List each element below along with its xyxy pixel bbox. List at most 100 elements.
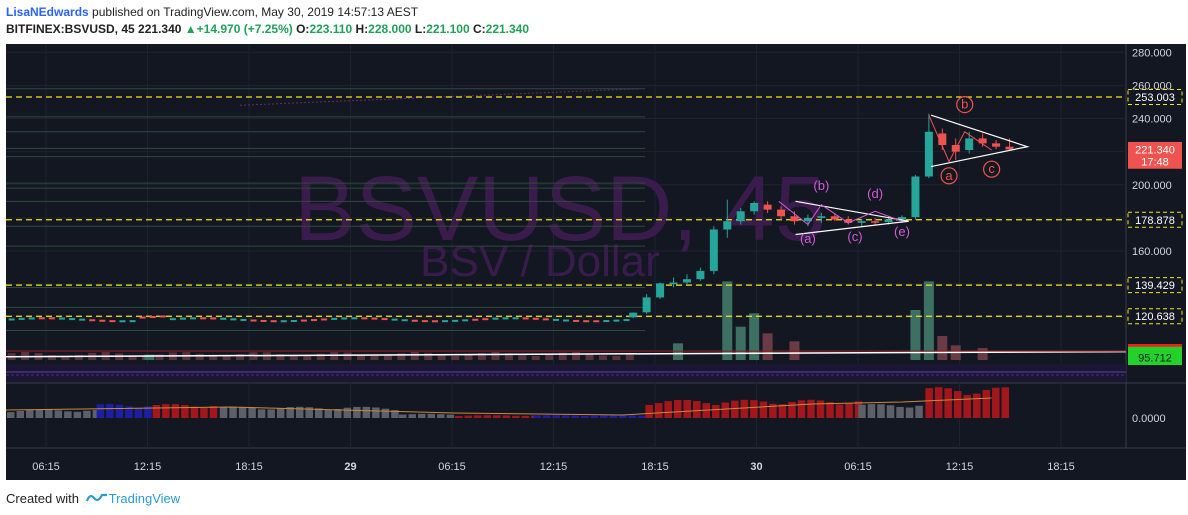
histogram-bar bbox=[493, 415, 501, 418]
histogram-bar bbox=[83, 410, 91, 418]
histogram-bar bbox=[512, 415, 520, 418]
histogram-bar bbox=[619, 415, 627, 418]
histogram-bar bbox=[731, 400, 739, 418]
price-badge-label: 120.638 bbox=[1135, 311, 1175, 323]
volume-bar bbox=[209, 355, 218, 360]
histogram-bar bbox=[181, 404, 189, 418]
time-tick-label: 29 bbox=[344, 461, 356, 473]
time-tick-label: 18:15 bbox=[641, 461, 669, 473]
histogram-bar bbox=[963, 395, 971, 418]
volume-bar bbox=[128, 355, 137, 360]
histogram-bar bbox=[134, 408, 143, 418]
histogram-bar bbox=[464, 415, 473, 418]
wave-label: c bbox=[988, 161, 995, 176]
candle bbox=[290, 320, 297, 323]
volume-bar bbox=[937, 336, 948, 360]
price-badge-label: 178.878 bbox=[1135, 215, 1175, 227]
candle bbox=[8, 318, 15, 321]
candle bbox=[331, 317, 338, 320]
chart-area[interactable]: 06:15 12:15 18:15 29 06:15 12:15 18:15 30 06:15 1… bbox=[0, 40, 1188, 480]
volume-bar bbox=[236, 354, 245, 360]
wave-label: (b) bbox=[813, 178, 829, 193]
price-badge bbox=[1127, 211, 1183, 228]
price-tick-label: 200.000 bbox=[1132, 180, 1172, 192]
price-change: +14.970 (+7.25%) bbox=[196, 22, 293, 36]
candle bbox=[613, 319, 620, 322]
candle bbox=[391, 318, 398, 321]
histogram-bar bbox=[372, 407, 380, 418]
wave-label: b bbox=[961, 97, 968, 112]
volume-bar bbox=[749, 313, 760, 360]
histogram-bar bbox=[693, 401, 701, 418]
watermark-main: BSVUSD, 45 bbox=[294, 158, 826, 260]
candle bbox=[777, 209, 786, 217]
histogram-bar bbox=[886, 405, 895, 418]
wave-label: (a) bbox=[800, 231, 816, 246]
histogram-bar bbox=[190, 406, 199, 418]
indicator-zero-label: 0.0000 bbox=[1132, 413, 1166, 425]
wave-label-circle bbox=[956, 95, 974, 114]
volume-bar bbox=[397, 353, 406, 360]
histogram-bar bbox=[953, 391, 962, 418]
candle bbox=[1005, 146, 1014, 150]
volume-bar bbox=[343, 352, 352, 360]
histogram-bar bbox=[788, 401, 796, 418]
triangle-pattern bbox=[930, 114, 1030, 168]
volume-bar bbox=[612, 355, 621, 360]
created-with: Created with TradingView bbox=[6, 491, 180, 506]
volume-bar bbox=[572, 352, 581, 360]
candle bbox=[351, 317, 358, 320]
histogram-bar bbox=[96, 404, 105, 418]
histogram-bar bbox=[381, 408, 390, 418]
histogram-bar bbox=[858, 404, 866, 418]
histogram-bar bbox=[248, 407, 256, 418]
low-value: 221.100 bbox=[426, 22, 470, 36]
histogram-bar bbox=[408, 414, 417, 418]
histogram-bar bbox=[533, 415, 541, 418]
candle bbox=[573, 319, 580, 322]
histogram-bar bbox=[144, 406, 152, 418]
candle bbox=[696, 270, 705, 280]
histogram-bar bbox=[446, 414, 455, 418]
price-chart[interactable]: 06:15 12:15 18:15 29 06:15 12:15 18:15 30 06:15 1… bbox=[0, 40, 1188, 480]
candle bbox=[69, 318, 76, 321]
candle bbox=[898, 217, 906, 220]
histogram-bar bbox=[778, 404, 787, 418]
price-tick-label: 160.000 bbox=[1132, 246, 1172, 258]
histogram-bar bbox=[664, 401, 672, 418]
candle bbox=[978, 138, 987, 144]
histogram-bar bbox=[905, 407, 914, 418]
histogram-bar bbox=[315, 408, 323, 418]
tradingview-brand[interactable]: TradingView bbox=[108, 491, 181, 506]
histogram-bar bbox=[628, 415, 637, 418]
price-badge-label: 17:48 bbox=[1141, 156, 1169, 168]
volume-bar bbox=[61, 355, 70, 360]
histogram-bar bbox=[16, 410, 25, 418]
histogram-bar bbox=[286, 407, 294, 418]
candle bbox=[361, 317, 368, 320]
author-name[interactable]: LisaNEdwards bbox=[6, 5, 89, 19]
histogram-bar bbox=[1001, 387, 1010, 418]
histogram-bar bbox=[845, 403, 853, 418]
candle bbox=[884, 219, 893, 223]
wave-path bbox=[928, 115, 992, 163]
price-badge bbox=[1128, 141, 1182, 157]
histogram-bar bbox=[92, 409, 101, 418]
candle bbox=[28, 317, 35, 320]
time-tick-label: 12:15 bbox=[540, 461, 568, 473]
histogram-bar bbox=[835, 404, 844, 418]
candle bbox=[542, 318, 549, 321]
histogram-bar bbox=[925, 388, 933, 418]
volume-bar bbox=[673, 343, 683, 360]
histogram-bar bbox=[343, 407, 352, 418]
histogram-bar bbox=[229, 406, 237, 418]
histogram-bar bbox=[427, 413, 436, 418]
histogram-bar bbox=[238, 407, 247, 418]
histogram-bar bbox=[106, 404, 114, 418]
histogram-bar bbox=[992, 387, 1000, 418]
histogram-bar bbox=[295, 406, 304, 418]
last-price: 221.340 bbox=[138, 22, 182, 36]
histogram-bar bbox=[896, 406, 904, 418]
histogram-bar bbox=[35, 409, 44, 418]
histogram-bar bbox=[64, 411, 72, 418]
